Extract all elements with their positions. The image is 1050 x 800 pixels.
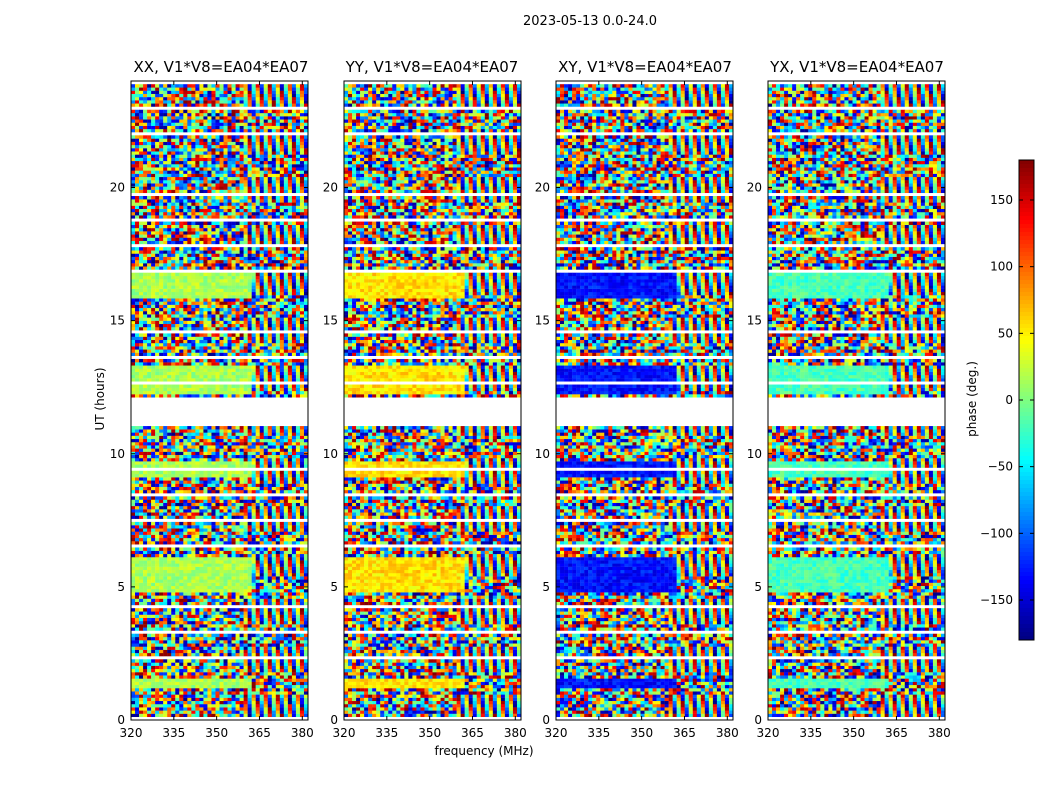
y-tick-label: 15: [110, 314, 125, 328]
y-tick-label: 15: [535, 314, 550, 328]
y-tick-label: 0: [117, 713, 125, 727]
y-tick-label: 10: [535, 447, 550, 461]
colorbar-tick-label: −150: [980, 593, 1013, 607]
x-tick-label: 350: [418, 726, 441, 740]
x-tick-label: 380: [291, 726, 314, 740]
phase-heatmap-panel-3: 320 335 350 365 380 0 5 10 15 20: [747, 81, 951, 740]
y-tick-label: 0: [754, 713, 762, 727]
x-tick-label: 320: [120, 726, 143, 740]
x-tick-label: 365: [248, 726, 271, 740]
y-tick-label: 5: [330, 580, 338, 594]
y-tick-label: 0: [542, 713, 550, 727]
y-tick-label: 20: [110, 181, 125, 195]
phase-heatmap-panel-1: 320 335 350 365 380 0 5 10 15 20: [323, 81, 527, 740]
colorbar-tick-label: 0: [1005, 393, 1013, 407]
x-tick-label: 350: [842, 726, 865, 740]
colorbar-tick-label: 100: [990, 260, 1013, 274]
y-tick-label: 15: [747, 314, 762, 328]
y-tick-label: 15: [323, 314, 338, 328]
x-tick-label: 335: [799, 726, 822, 740]
y-tick-label: 5: [754, 580, 762, 594]
x-tick-label: 380: [716, 726, 739, 740]
y-tick-label: 5: [117, 580, 125, 594]
x-tick-label: 350: [205, 726, 228, 740]
x-tick-label: 365: [885, 726, 908, 740]
y-tick-label: 0: [330, 713, 338, 727]
colorbar-tick-label: 150: [990, 193, 1013, 207]
x-tick-label: 365: [461, 726, 484, 740]
y-tick-label: 20: [535, 181, 550, 195]
x-tick-label: 320: [757, 726, 780, 740]
colorbar-tick-label: −100: [980, 526, 1013, 540]
phase-heatmap-panel-0: 320 335 350 365 380 0 5 10 15 20: [110, 81, 314, 740]
y-tick-label: 10: [323, 447, 338, 461]
x-tick-label: 320: [545, 726, 568, 740]
colorbar-tick-label: −50: [988, 460, 1013, 474]
x-tick-label: 335: [587, 726, 610, 740]
y-tick-label: 10: [747, 447, 762, 461]
x-tick-label: 335: [162, 726, 185, 740]
phase-plot-area: 320 335 350 365 380 0 5 10 15 20 320 335 350 365 380 0 5…: [0, 0, 1050, 800]
colorbar: 150 100 50 0 −50 −100 −150: [980, 160, 1034, 640]
x-tick-label: 350: [630, 726, 653, 740]
y-tick-label: 5: [542, 580, 550, 594]
y-tick-label: 10: [110, 447, 125, 461]
x-tick-label: 380: [504, 726, 527, 740]
y-tick-label: 20: [323, 181, 338, 195]
phase-heatmap-panel-2: 320 335 350 365 380 0 5 10 15 20: [535, 81, 739, 740]
x-tick-label: 365: [673, 726, 696, 740]
x-tick-label: 320: [333, 726, 356, 740]
x-tick-label: 380: [928, 726, 951, 740]
y-tick-label: 20: [747, 181, 762, 195]
colorbar-tick-label: 50: [998, 326, 1013, 340]
x-tick-label: 335: [375, 726, 398, 740]
